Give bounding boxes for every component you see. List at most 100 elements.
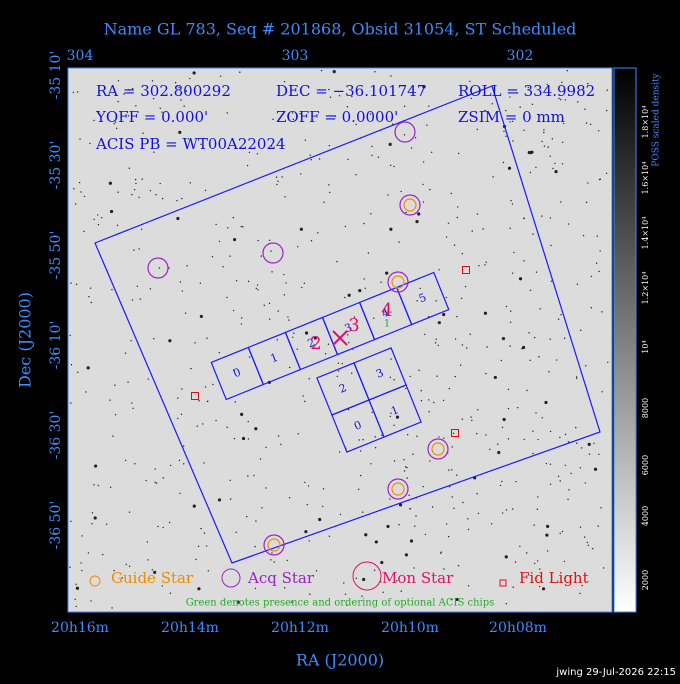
colorbar-tick-label: 10⁴ xyxy=(641,340,650,353)
star xyxy=(456,216,459,219)
star xyxy=(291,112,294,114)
star xyxy=(439,552,442,555)
bottom-tick-label: 20h12m xyxy=(271,620,329,636)
star xyxy=(567,498,569,501)
acq-star xyxy=(387,271,409,293)
star xyxy=(398,524,400,526)
chip-label: 0 xyxy=(231,366,242,381)
star xyxy=(309,593,311,595)
star xyxy=(176,199,178,202)
star xyxy=(91,523,93,525)
star xyxy=(259,458,262,460)
star xyxy=(344,296,346,299)
star xyxy=(416,300,418,302)
star xyxy=(168,339,172,343)
star xyxy=(320,69,323,72)
star xyxy=(460,297,463,299)
star xyxy=(580,329,582,332)
mon-label: 2 xyxy=(310,333,321,354)
star xyxy=(199,282,202,284)
star xyxy=(393,424,395,427)
star xyxy=(128,565,131,567)
star xyxy=(190,367,192,370)
top-tick-label: 302 xyxy=(507,48,534,64)
star xyxy=(347,158,349,161)
acq-star xyxy=(263,534,285,556)
star xyxy=(94,464,98,468)
legend-mon xyxy=(352,561,382,591)
star xyxy=(270,145,273,147)
star xyxy=(521,345,526,350)
star xyxy=(109,486,112,489)
star xyxy=(347,408,350,411)
star xyxy=(304,331,309,335)
star xyxy=(87,552,90,554)
star xyxy=(277,180,279,183)
chip-label: 1 xyxy=(389,403,400,418)
acis-s-array: 0 1 2 3 4 5 xyxy=(210,271,450,401)
star xyxy=(112,435,114,437)
chip-label: 5 xyxy=(417,291,428,306)
star xyxy=(211,255,214,258)
star xyxy=(561,81,563,84)
star xyxy=(505,135,507,138)
star xyxy=(147,559,149,561)
pointing-info: RA = 302.800292 xyxy=(96,82,231,100)
star xyxy=(453,507,455,510)
star xyxy=(601,311,603,313)
star xyxy=(516,406,519,409)
star xyxy=(218,240,221,243)
star xyxy=(332,70,336,74)
star xyxy=(88,295,90,298)
star xyxy=(502,512,504,514)
star xyxy=(587,544,590,546)
star xyxy=(595,262,598,264)
star xyxy=(247,420,249,423)
star xyxy=(535,271,538,273)
star xyxy=(196,425,198,427)
chip-label: 3 xyxy=(343,321,354,336)
star xyxy=(422,201,425,203)
star xyxy=(450,192,452,195)
star xyxy=(511,203,514,205)
star xyxy=(539,308,541,310)
star xyxy=(456,315,458,318)
star xyxy=(328,88,330,91)
star xyxy=(523,438,525,441)
star xyxy=(381,434,383,436)
pointing-info: ZOFF = 0.0000' xyxy=(276,108,398,126)
star xyxy=(485,261,487,263)
top-tick-label: 304 xyxy=(67,48,94,64)
star xyxy=(255,287,257,290)
star xyxy=(587,82,589,85)
star xyxy=(501,480,503,483)
star xyxy=(371,145,373,148)
star xyxy=(149,288,152,290)
colorbar-tick-label: 1.2×10⁴ xyxy=(641,272,650,305)
star xyxy=(248,356,251,358)
star xyxy=(153,151,155,153)
star xyxy=(329,96,332,98)
star xyxy=(70,520,72,523)
star xyxy=(507,388,510,391)
star-field xyxy=(69,69,609,609)
star xyxy=(457,206,459,208)
star xyxy=(476,128,478,131)
plot-frame xyxy=(67,67,613,613)
star xyxy=(202,423,204,425)
star xyxy=(232,216,234,219)
star xyxy=(440,551,443,553)
star xyxy=(182,463,185,465)
star xyxy=(125,563,127,566)
star xyxy=(187,578,189,580)
star xyxy=(133,188,136,191)
mon-label: 3 xyxy=(348,315,359,336)
star xyxy=(300,286,303,289)
star xyxy=(526,552,528,554)
star xyxy=(189,182,191,184)
star xyxy=(391,123,394,125)
star xyxy=(389,415,392,418)
star xyxy=(549,217,552,219)
